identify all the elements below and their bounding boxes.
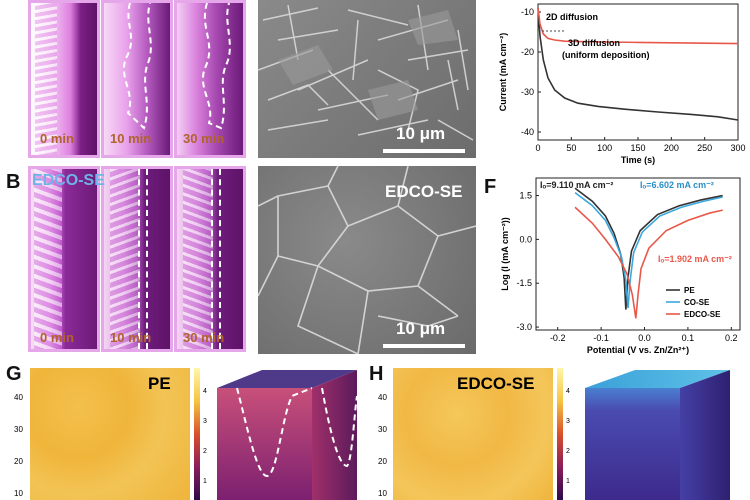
e-xtick-label-1: 50 <box>566 143 576 153</box>
g-ytick-20: 20 <box>14 457 23 466</box>
g-ytick-30: 30 <box>14 425 23 434</box>
f-legend-label-0: PE <box>684 286 695 295</box>
plot-frame-e <box>537 3 739 141</box>
optical-frame-b1 <box>28 166 100 352</box>
e-series-line-0 <box>537 7 739 121</box>
time-label-b3: 30 min <box>183 330 225 345</box>
h-cbar-2: 2 <box>566 448 570 455</box>
cube-3d-g <box>217 370 358 500</box>
e-annotation-3d-1: 3D diffusion <box>568 38 620 48</box>
chart-e: 0 50 100 150 200 250 300 -10 -20 -30 -40 Time (s) Cu… <box>498 3 746 165</box>
f-ylabel: Log (I (mA cm⁻²)) <box>500 217 510 290</box>
h-ytick-20: 20 <box>378 457 387 466</box>
sem-image-d: EDCO-SE 10 μm <box>258 166 476 354</box>
panel-h-label: EDCO-SE <box>457 374 535 393</box>
colorbar-g <box>194 368 200 500</box>
panel-b-label: EDCO-SE <box>32 172 105 189</box>
e-ytick-label-0: -10 <box>521 7 534 17</box>
optical-frame-a2 <box>101 0 173 158</box>
colorbar-h <box>557 368 563 500</box>
panel-letter-g: G <box>6 363 22 385</box>
e-ylabel: Current (mA cm⁻²) <box>498 33 508 111</box>
chart-f: -0.2 -0.1 0.0 0.1 0.2 1.5 0.0 -1.5 -3.0 Potential… <box>500 177 741 355</box>
f-xtick-label-1: -0.1 <box>593 333 609 343</box>
optical-frame-b2 <box>101 166 173 352</box>
panel-letter-b: B <box>6 171 21 193</box>
f-xtick-label-3: 0.1 <box>682 333 695 343</box>
f-ytick-label-0: 1.5 <box>519 191 532 201</box>
heatmap-h <box>393 368 553 500</box>
g-cbar-4: 4 <box>203 388 207 395</box>
sem-texture-c <box>258 4 474 141</box>
e-xtick-label-2: 100 <box>597 143 612 153</box>
f-ytick-label-1: 0.0 <box>519 234 532 244</box>
panel-letter-h: H <box>369 363 384 385</box>
f-xtick-label-4: 0.2 <box>725 333 738 343</box>
f-ytick-label-2: -1.5 <box>516 278 532 288</box>
time-label-a2: 10 min <box>110 131 152 146</box>
h-cbar-1: 1 <box>566 478 570 485</box>
g-cbar-2: 2 <box>203 448 207 455</box>
g-ytick-10: 10 <box>14 489 23 498</box>
f-series-line-edco-se <box>574 206 723 319</box>
scale-label-c: 10 μm <box>396 124 446 143</box>
optical-frame-b3 <box>174 166 246 352</box>
scale-label-d: 10 μm <box>396 319 446 338</box>
e-xtick-label-5: 250 <box>697 143 712 153</box>
f-xtick-label-0: -0.2 <box>550 333 566 343</box>
e-ytick-label-1: -20 <box>521 47 534 57</box>
e-xtick-label-3: 150 <box>630 143 645 153</box>
e-xlabel: Time (s) <box>621 155 655 165</box>
g-ytick-40: 40 <box>14 393 23 402</box>
f-legend-label-1: CO-SE <box>684 298 710 307</box>
f-annotation-pe: Iₒ=9.110 mA cm⁻² <box>540 180 613 190</box>
panel-g-label: PE <box>148 374 171 393</box>
time-label-a3: 30 min <box>183 131 225 146</box>
g-cbar-3: 3 <box>203 418 207 425</box>
plot-frame-f <box>535 177 741 331</box>
e-series-line-1 <box>537 7 739 45</box>
panel-g: 40 30 20 10 PE 4 3 2 1 <box>0 366 375 500</box>
panel-a: 0 min 10 min 30 min <box>28 0 246 160</box>
scale-bar-d <box>383 344 465 348</box>
sem-texture-d <box>258 166 476 354</box>
panel-h: 40 30 20 10 EDCO-SE 4 3 2 1 <box>375 366 750 500</box>
optical-frame-a1 <box>28 0 100 158</box>
f-ytick-label-3: -3.0 <box>516 322 532 332</box>
h-ytick-10: 10 <box>378 489 387 498</box>
f-xtick-label-2: 0.0 <box>638 333 651 343</box>
e-xtick-label-0: 0 <box>535 143 540 153</box>
optical-frame-a3 <box>174 0 246 158</box>
panel-d-label: EDCO-SE <box>385 182 463 201</box>
sem-image-c: 10 μm <box>258 0 476 158</box>
dendrite-boundary-a3 <box>201 3 231 130</box>
e-ytick-label-2: -30 <box>521 87 534 97</box>
panel-b: EDCO-SE 0 min 10 min 30 min <box>28 166 246 354</box>
h-ytick-30: 30 <box>378 425 387 434</box>
scale-bar-c <box>383 149 465 153</box>
time-label-a1: 0 min <box>40 131 74 146</box>
e-xtick-label-4: 200 <box>664 143 679 153</box>
f-annotation-edco: Iₒ=1.902 mA cm⁻² <box>658 254 732 264</box>
h-cbar-3: 3 <box>566 418 570 425</box>
h-cbar-4: 4 <box>566 388 570 395</box>
f-legend-label-2: EDCO-SE <box>684 310 721 319</box>
dendrite-boundary-a2 <box>122 3 152 130</box>
g-cbar-1: 1 <box>203 478 207 485</box>
heatmap-g <box>30 368 190 500</box>
e-annotation-2d: 2D diffusion <box>546 12 598 22</box>
e-ytick-label-3: -40 <box>521 127 534 137</box>
time-label-b2: 10 min <box>110 330 152 345</box>
f-series-line-co-se <box>574 191 723 309</box>
cube-3d-h <box>585 370 730 500</box>
e-annotation-3d-2: (uniform deposition) <box>562 50 650 60</box>
h-ytick-40: 40 <box>378 393 387 402</box>
panel-letter-f: F <box>484 176 497 198</box>
f-xlabel: Potential (V vs. Zn/Zn²⁺) <box>587 345 689 355</box>
e-xtick-label-6: 300 <box>730 143 745 153</box>
time-label-b1: 0 min <box>40 330 74 345</box>
f-annotation-co: Iₒ=6.602 mA cm⁻² <box>640 180 714 190</box>
